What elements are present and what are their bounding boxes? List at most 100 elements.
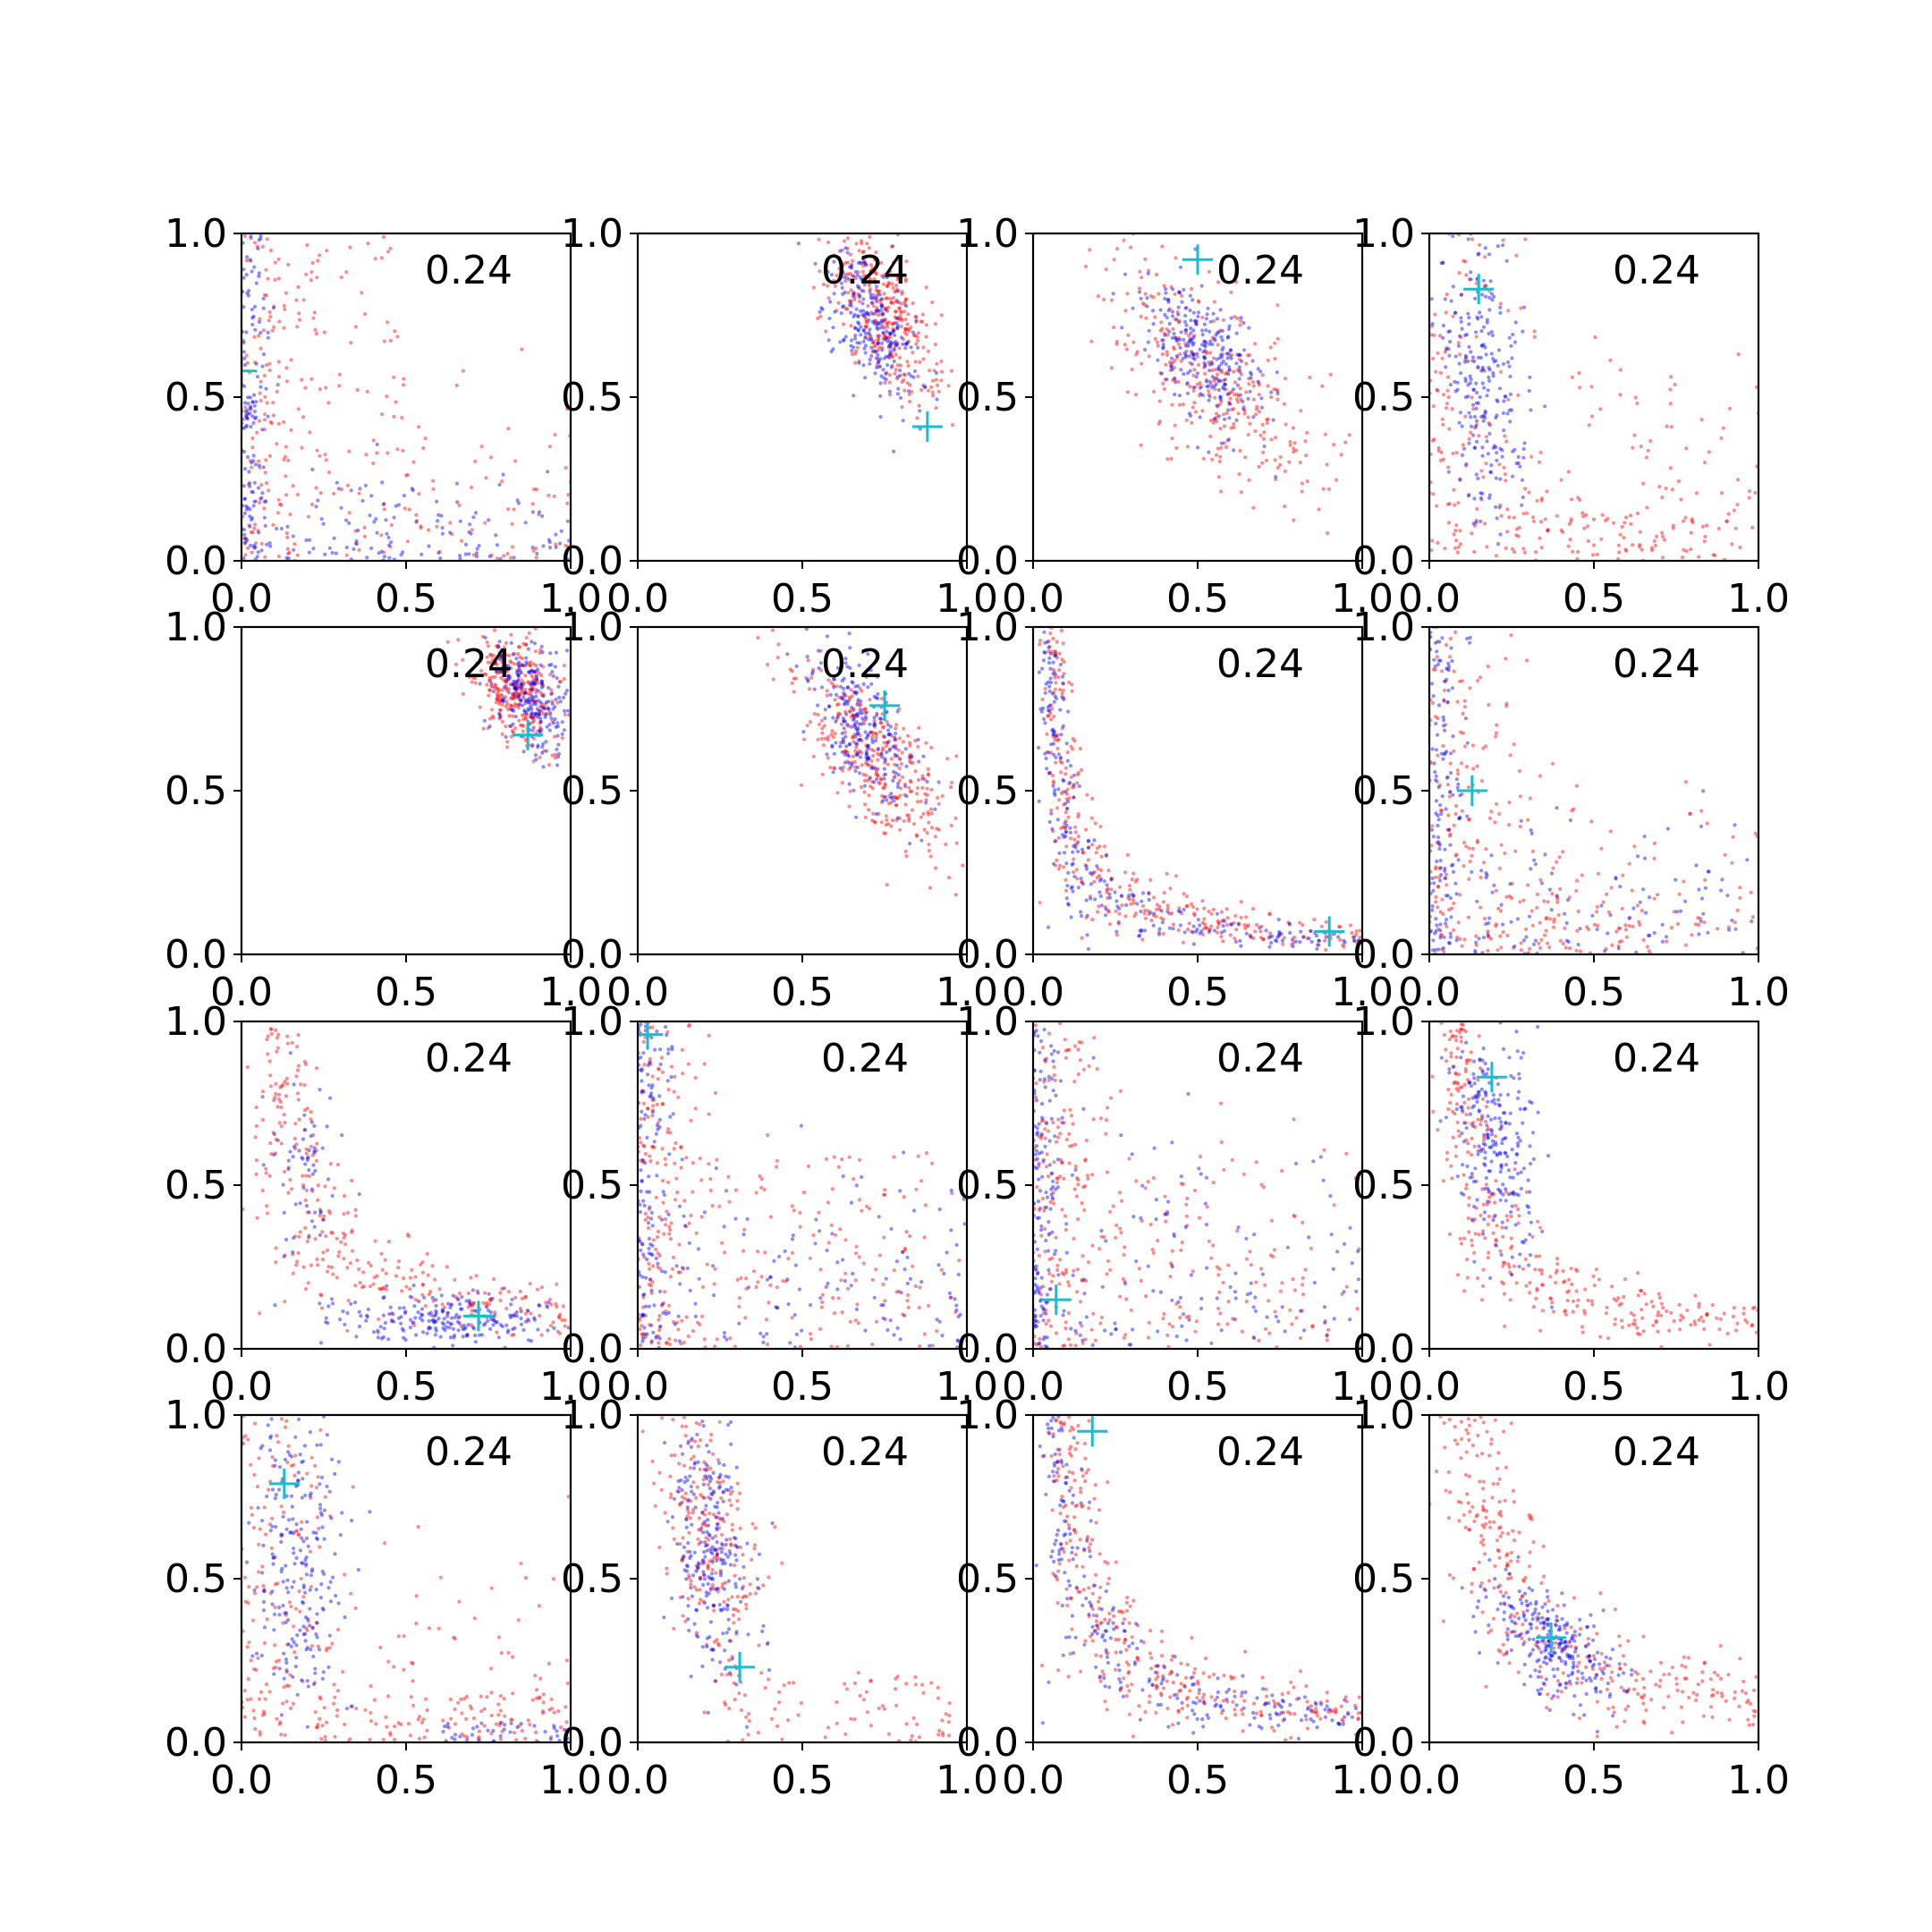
- blue-point: [1430, 904, 1435, 909]
- red-point: [1074, 868, 1079, 872]
- red-point: [395, 335, 400, 339]
- red-point: [1461, 731, 1465, 735]
- blue-point: [427, 544, 431, 548]
- red-point: [1070, 747, 1075, 751]
- red-point: [530, 669, 535, 674]
- red-point: [1204, 377, 1208, 382]
- red-point: [877, 299, 882, 303]
- x-tick-label: 0.0: [606, 970, 669, 1015]
- blue-point: [1052, 730, 1056, 734]
- red-point: [909, 753, 914, 758]
- red-point: [788, 667, 792, 672]
- red-point: [1161, 381, 1165, 386]
- red-point: [1060, 657, 1064, 662]
- blue-point: [898, 369, 902, 373]
- red-point: [1219, 370, 1224, 375]
- blue-point: [1521, 495, 1525, 500]
- red-point: [826, 738, 830, 742]
- red-point: [899, 310, 904, 315]
- red-point: [1655, 893, 1660, 897]
- red-point: [550, 699, 555, 704]
- red-point: [1098, 868, 1104, 873]
- red-point: [1148, 293, 1153, 299]
- red-point: [911, 760, 915, 765]
- red-point: [886, 282, 891, 286]
- red-point: [1436, 716, 1440, 721]
- red-point: [876, 261, 880, 266]
- blue-point: [1455, 380, 1460, 385]
- blue-point: [501, 699, 506, 704]
- red-point: [1207, 360, 1211, 365]
- blue-point: [363, 483, 368, 487]
- red-point: [1510, 547, 1514, 551]
- red-point: [894, 298, 900, 303]
- red-point: [1431, 667, 1436, 672]
- blue-point: [1515, 917, 1521, 921]
- red-point: [531, 487, 537, 492]
- blue-point: [527, 696, 532, 701]
- red-point: [1689, 547, 1693, 552]
- red-point: [1160, 244, 1165, 249]
- red-point: [889, 244, 894, 249]
- red-point: [1438, 458, 1444, 463]
- blue-point: [1699, 896, 1704, 901]
- red-point: [1538, 877, 1543, 882]
- red-point: [1114, 933, 1119, 937]
- blue-point: [252, 499, 257, 504]
- red-point: [382, 339, 386, 343]
- blue-point: [888, 342, 893, 347]
- blue-point: [496, 643, 501, 648]
- red-point: [915, 792, 919, 796]
- red-point: [1153, 315, 1157, 319]
- red-point: [503, 695, 508, 699]
- red-point: [879, 752, 884, 757]
- blue-point: [1495, 451, 1499, 455]
- red-point: [541, 712, 546, 716]
- blue-point: [1564, 938, 1569, 943]
- red-point: [535, 1287, 540, 1292]
- red-point: [350, 1230, 354, 1234]
- blue-point: [1050, 691, 1055, 696]
- red-point: [876, 338, 880, 343]
- red-point: [1652, 841, 1657, 846]
- red-point: [871, 341, 876, 345]
- red-point: [1208, 419, 1213, 423]
- red-point: [1058, 863, 1063, 868]
- red-point: [1614, 929, 1619, 934]
- red-point: [953, 816, 958, 821]
- red-point: [1504, 439, 1509, 444]
- blue-point: [1182, 287, 1186, 292]
- red-point: [1214, 453, 1219, 457]
- red-point: [309, 377, 314, 381]
- red-point: [314, 486, 318, 490]
- blue-point: [532, 682, 537, 686]
- blue-point: [884, 335, 889, 341]
- blue-point: [1521, 446, 1526, 452]
- red-point: [766, 662, 770, 667]
- blue-point: [869, 730, 874, 734]
- y-tick-label: 0.5: [1352, 768, 1415, 814]
- red-point: [1713, 553, 1717, 558]
- blue-point: [1184, 323, 1189, 327]
- blue-point: [879, 303, 884, 308]
- red-point: [897, 306, 902, 310]
- blue-point: [810, 672, 815, 676]
- red-point: [521, 724, 526, 728]
- red-point: [1056, 737, 1061, 741]
- red-point: [396, 1266, 401, 1270]
- blue-point: [264, 386, 268, 391]
- red-point: [1484, 847, 1488, 852]
- red-point: [518, 1289, 522, 1293]
- blue-point: [874, 696, 878, 700]
- red-point: [845, 236, 851, 241]
- blue-point: [246, 395, 250, 400]
- red-point: [1254, 922, 1259, 928]
- red-point: [1705, 523, 1709, 528]
- blue-point: [458, 556, 462, 561]
- blue-point: [854, 720, 859, 724]
- red-point: [1429, 843, 1434, 848]
- red-point: [1716, 526, 1721, 531]
- blue-point: [1086, 838, 1091, 843]
- blue-point: [844, 712, 849, 716]
- red-point: [936, 801, 941, 806]
